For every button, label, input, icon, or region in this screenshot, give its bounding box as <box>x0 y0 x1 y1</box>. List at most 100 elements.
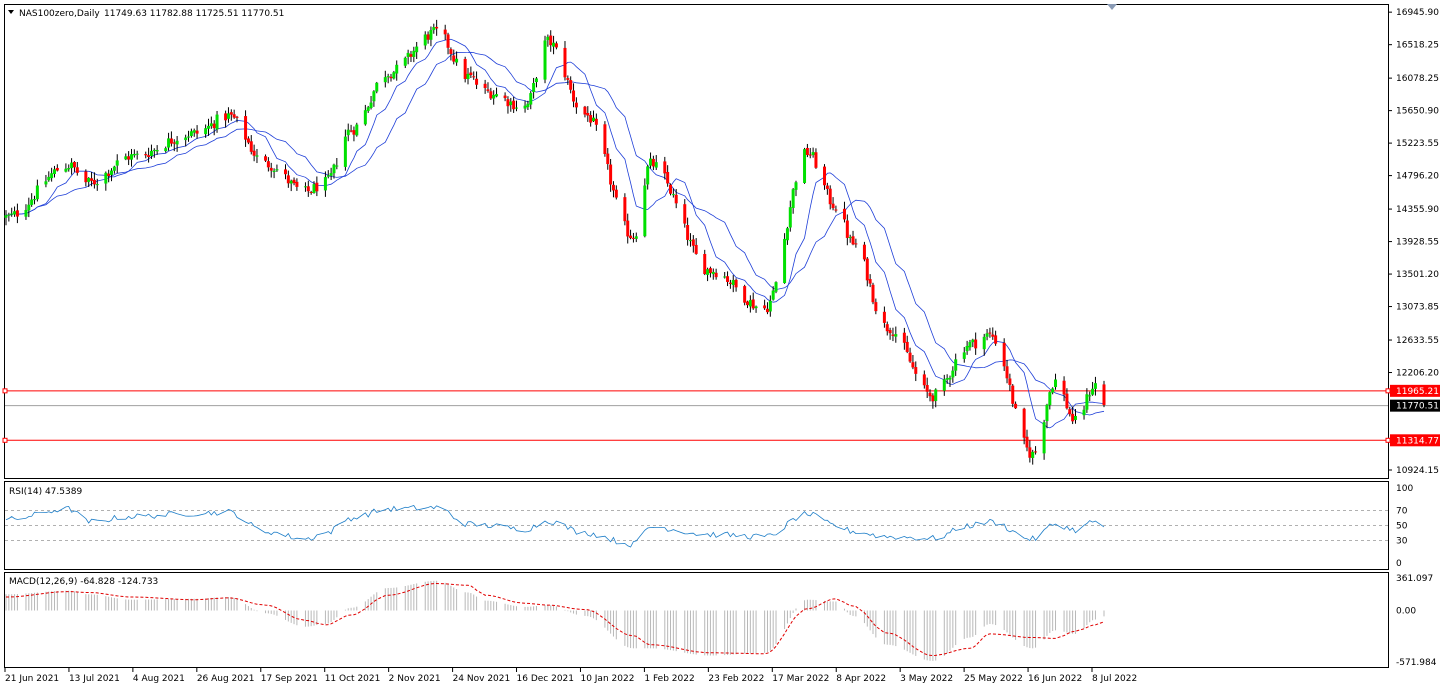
candle-body <box>543 40 547 80</box>
candle-body <box>651 158 655 167</box>
candle-body <box>512 100 516 110</box>
candle-body <box>209 123 213 127</box>
candle-body <box>671 194 675 196</box>
candle-body <box>503 95 507 99</box>
candle-body <box>594 118 598 125</box>
candle-body <box>788 207 792 228</box>
candle-body <box>534 78 538 83</box>
current-price-label: 11770.51 <box>1396 402 1439 412</box>
candle-body <box>925 385 929 392</box>
candle-body <box>1102 384 1106 406</box>
shift-marker-icon[interactable] <box>1107 4 1117 10</box>
candle-body <box>563 47 567 78</box>
candle-body <box>609 164 613 185</box>
candle-body <box>589 115 593 123</box>
candle-body <box>994 335 998 344</box>
candle-body <box>466 73 470 80</box>
rsi-pane-frame <box>4 481 1389 570</box>
candle-body <box>743 286 747 303</box>
candle-body <box>1088 395 1092 397</box>
candlestick-series <box>4 19 1106 465</box>
macd-tick-label: 0.00 <box>1396 607 1416 617</box>
candle-body <box>914 367 918 374</box>
candle-body <box>711 271 715 275</box>
candle-body <box>842 208 846 220</box>
candle-body <box>734 279 738 288</box>
level-handle-right <box>1385 388 1391 394</box>
candle-body <box>192 130 196 133</box>
candle-body <box>432 27 436 31</box>
candle-body <box>386 76 390 78</box>
candle-body <box>868 279 872 284</box>
candle-body <box>323 177 327 191</box>
candle-body <box>654 162 658 168</box>
candle-body <box>269 167 273 171</box>
candle-body <box>132 153 136 156</box>
time-tick-label: 10 Jan 2022 <box>580 674 634 684</box>
candle-body <box>104 172 108 184</box>
horizontal-levels[interactable]: 11770.51 11965.21 11314.77 <box>2 384 1440 447</box>
time-tick-label: 8 Apr 2022 <box>836 674 886 684</box>
candle-body <box>110 170 114 175</box>
time-tick-label: 24 Nov 2021 <box>453 674 511 684</box>
candle-body <box>72 161 76 168</box>
candle-body <box>1031 451 1035 458</box>
candle-body <box>84 171 88 183</box>
menu-triangle-icon[interactable] <box>8 10 14 14</box>
candle-body <box>167 138 171 148</box>
candle-body <box>64 168 68 172</box>
time-tick-label: 11 Oct 2021 <box>325 674 381 684</box>
candle-body <box>292 179 296 184</box>
candle-body <box>871 284 875 303</box>
candle-body <box>748 300 752 307</box>
candle-body <box>688 240 692 242</box>
level-price-label: 11965.21 <box>1396 387 1439 397</box>
time-axis: 21 Jun 2021 13 Jul 2021 4 Aug 2021 26 Aug 2… <box>4 668 1137 684</box>
candle-body <box>149 150 153 157</box>
candle-body <box>851 236 855 245</box>
candle-body <box>129 154 133 160</box>
candle-body <box>985 333 989 337</box>
candle-body <box>905 341 909 352</box>
macd-tick-label: 361.097 <box>1396 574 1433 584</box>
candle-body <box>452 55 456 62</box>
price-tick-label: 13501.20 <box>1396 270 1439 280</box>
candle-body <box>67 168 71 170</box>
candle-body <box>1002 342 1006 367</box>
candle-body <box>1022 408 1026 438</box>
time-tick-label: 17 Mar 2022 <box>772 674 829 684</box>
macd-series: 361.097 0.00 -571.984 <box>5 574 1437 668</box>
candle-body <box>828 188 832 205</box>
rsi-tick-label: 30 <box>1396 537 1408 547</box>
candle-body <box>95 184 99 186</box>
candle-body <box>409 54 413 57</box>
candle-body <box>523 105 527 109</box>
candle-body <box>363 110 367 125</box>
candle-body <box>574 102 578 108</box>
candle-body <box>623 197 627 222</box>
candle-body <box>865 258 869 281</box>
candle-body <box>569 80 573 90</box>
candle-body <box>244 116 248 140</box>
candle-body <box>646 166 650 185</box>
level-price-tag <box>1390 434 1440 447</box>
candle-body <box>115 160 119 166</box>
candle-body <box>187 136 191 138</box>
rsi-tick-label: 70 <box>1396 507 1408 517</box>
candle-body <box>834 209 838 211</box>
candle-body <box>1065 393 1069 409</box>
candle-body <box>771 290 775 300</box>
candle-body <box>726 276 730 282</box>
candle-body <box>763 305 767 309</box>
ohlc-values: 11749.63 11782.88 11725.51 11770.51 <box>104 9 284 19</box>
candle-body <box>449 49 453 55</box>
candle-body <box>286 175 290 184</box>
candle-body <box>746 301 750 306</box>
candle-body <box>1025 436 1029 448</box>
candle-body <box>369 102 373 108</box>
candle-body <box>446 34 450 48</box>
candle-body <box>1091 388 1095 395</box>
candle-body <box>751 299 755 309</box>
